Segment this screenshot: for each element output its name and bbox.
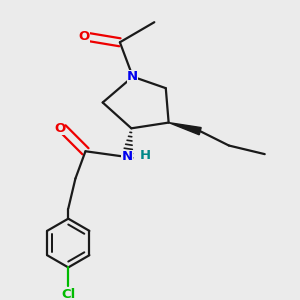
Polygon shape — [169, 123, 201, 135]
Text: N: N — [122, 151, 133, 164]
Text: O: O — [78, 30, 90, 43]
Text: Cl: Cl — [61, 288, 75, 300]
Text: N: N — [127, 70, 138, 83]
Text: O: O — [54, 122, 65, 135]
Text: H: H — [140, 149, 151, 162]
